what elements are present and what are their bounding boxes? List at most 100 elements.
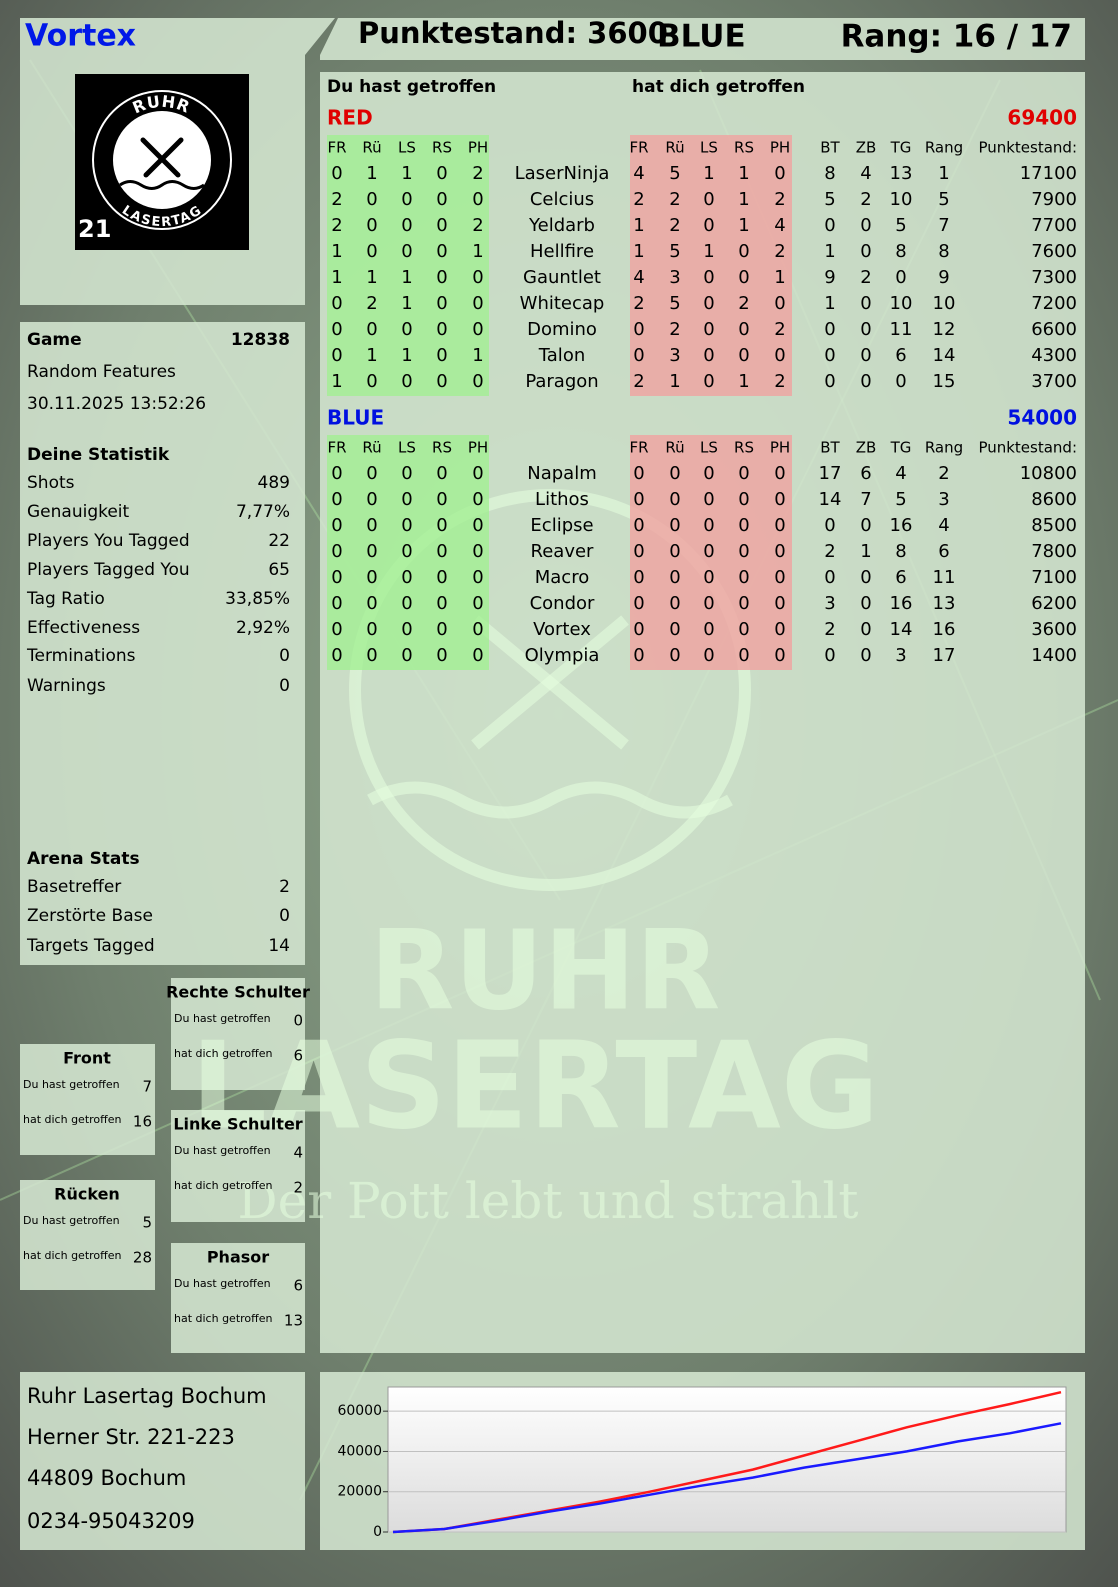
table-heading: Du hast getroffen: [327, 77, 496, 97]
cell: 1: [703, 241, 714, 262]
cell: 0: [703, 567, 714, 588]
table-heading: hat dich getroffen: [632, 77, 805, 97]
zone-label: Du hast getroffen: [23, 1078, 120, 1091]
stat-value: 33,85%: [225, 589, 290, 609]
cell: 2: [860, 189, 871, 210]
cell: 1: [366, 345, 377, 366]
score-cell: 7300: [1031, 267, 1077, 288]
address-line: 0234-95043209: [27, 1509, 195, 1533]
cell: 0: [738, 515, 749, 536]
cell: 2: [472, 163, 483, 184]
cell: 10: [890, 189, 913, 210]
cell: 0: [860, 567, 871, 588]
cell: 11: [933, 567, 956, 588]
cell: 2: [669, 189, 680, 210]
cell: 0: [703, 189, 714, 210]
cell: 5: [824, 189, 835, 210]
cell: 0: [774, 619, 785, 640]
cell: 1: [401, 345, 412, 366]
cell: 0: [774, 541, 785, 562]
cell: 0: [366, 619, 377, 640]
column-header: LS: [398, 139, 416, 157]
stat-value: 2,92%: [236, 618, 290, 638]
cell: 0: [824, 215, 835, 236]
section-title: Deine Statistik: [27, 445, 170, 465]
cell: 7: [938, 215, 949, 236]
cell: 0: [703, 463, 714, 484]
zone-title: Linke Schulter: [173, 1115, 302, 1134]
cell: 0: [774, 645, 785, 666]
team-name: BLUE: [327, 406, 384, 430]
cell: 4: [860, 163, 871, 184]
zone-value: 28: [133, 1249, 152, 1267]
player-cell: Gauntlet: [523, 267, 601, 288]
cell: 3: [824, 593, 835, 614]
score-cell: 6200: [1031, 593, 1077, 614]
cell: 10: [890, 293, 913, 314]
score-cell: 8500: [1031, 515, 1077, 536]
cell: 0: [331, 345, 342, 366]
cell: 6: [895, 345, 906, 366]
column-header: Rü: [665, 139, 684, 157]
cell: 0: [633, 619, 644, 640]
team-name: RED: [327, 106, 373, 130]
stat-label: Warnings: [27, 676, 106, 696]
cell: 0: [436, 567, 447, 588]
logo: RUHR LASERTAG 21: [75, 74, 249, 250]
cell: 1: [738, 215, 749, 236]
score-cell: 7800: [1031, 541, 1077, 562]
cell: 0: [860, 593, 871, 614]
cell: 5: [938, 189, 949, 210]
cell: 0: [472, 515, 483, 536]
cell: 0: [436, 515, 447, 536]
cell: 0: [436, 619, 447, 640]
zone-value: 16: [133, 1113, 152, 1131]
address-panel: [20, 1372, 305, 1550]
cell: 3: [669, 267, 680, 288]
stat-label: Basetreffer: [27, 877, 121, 897]
zone-title: Rechte Schulter: [166, 983, 310, 1002]
zone-label: hat dich getroffen: [23, 1113, 121, 1126]
cell: 0: [895, 371, 906, 392]
cell: 0: [401, 515, 412, 536]
cell: 3: [938, 489, 949, 510]
cell: 0: [401, 567, 412, 588]
column-header: Rang: [925, 139, 963, 157]
cell: 0: [472, 189, 483, 210]
cell: 0: [401, 215, 412, 236]
zone-label: Du hast getroffen: [174, 1144, 271, 1157]
cell: 0: [401, 645, 412, 666]
cell: 0: [472, 593, 483, 614]
player-name: Vortex: [25, 19, 136, 54]
cell: 2: [774, 319, 785, 340]
address-line: Herner Str. 221-223: [27, 1425, 235, 1449]
cell: 2: [774, 371, 785, 392]
cell: 0: [633, 489, 644, 510]
cell: 0: [703, 319, 714, 340]
y-tick-label: 20000: [337, 1484, 382, 1500]
zone-title: Rücken: [54, 1185, 120, 1204]
cell: 0: [401, 593, 412, 614]
score-cell: 3700: [1031, 371, 1077, 392]
cell: 0: [824, 371, 835, 392]
cell: 0: [703, 345, 714, 366]
zone-title: Front: [63, 1049, 111, 1068]
stat-label: Tag Ratio: [26, 589, 105, 609]
cell: 0: [366, 189, 377, 210]
cell: 8: [895, 541, 906, 562]
game-label: Game: [27, 330, 82, 350]
cell: 2: [669, 215, 680, 236]
cell: 0: [703, 215, 714, 236]
cell: 2: [824, 541, 835, 562]
header-bar: [320, 18, 1085, 60]
panels: [20, 18, 1085, 1550]
cell: 0: [633, 463, 644, 484]
column-header: FR: [327, 439, 346, 457]
cell: 0: [401, 541, 412, 562]
cell: 1: [824, 293, 835, 314]
cell: 0: [669, 489, 680, 510]
column-header: FR: [629, 139, 648, 157]
cell: 0: [436, 241, 447, 262]
